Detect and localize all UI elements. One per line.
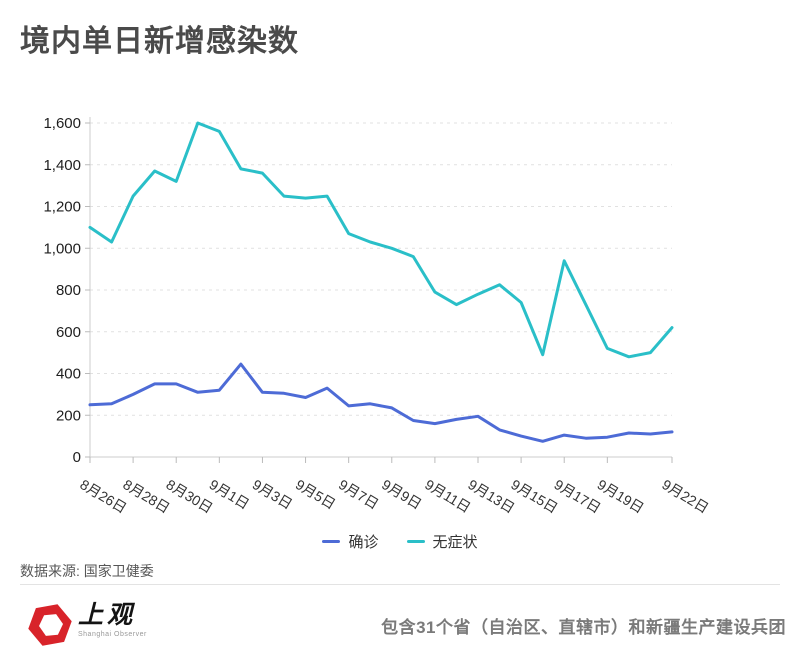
legend-item-confirmed[interactable]: 确诊	[322, 531, 379, 552]
footer-note: 包含31个省（自治区、直辖市）和新疆生产建设兵团	[381, 618, 786, 637]
x-tick-label: 8月26日	[77, 476, 129, 516]
x-tick-label: 9月9日	[379, 476, 425, 512]
line-chart: 02004006008001,0001,2001,4001,6008月26日8月…	[43, 115, 711, 516]
series-line-确诊	[88, 362, 674, 443]
x-tick-label: 9月11日	[422, 476, 473, 516]
x-tick-label: 9月13日	[465, 476, 517, 516]
legend-label-asymptomatic: 无症状	[432, 534, 478, 551]
x-tick-label: 8月30日	[163, 476, 215, 516]
divider	[20, 584, 780, 585]
data-source-label: 数据来源: 国家卫健委	[20, 563, 154, 579]
y-tick-label: 0	[73, 449, 81, 466]
legend: 确诊 无症状	[0, 531, 800, 552]
y-tick-label: 400	[56, 366, 81, 383]
y-tick-label: 200	[56, 407, 81, 424]
shanghai-observer-logo-icon	[28, 604, 72, 646]
x-tick-label: 9月1日	[207, 476, 253, 512]
brand-block: 上观 Shanghai Observer	[78, 601, 147, 638]
x-tick-label: 9月15日	[508, 476, 560, 516]
y-tick-label: 600	[56, 324, 81, 341]
x-tick-label: 8月28日	[120, 476, 172, 516]
legend-item-asymptomatic[interactable]: 无症状	[406, 531, 478, 552]
legend-marker-confirmed	[322, 540, 341, 543]
legend-marker-asymptomatic	[406, 540, 425, 543]
series-line-无症状	[88, 121, 674, 359]
x-tick-label: 9月3日	[250, 476, 296, 512]
x-tick-label: 9月22日	[659, 476, 711, 516]
y-tick-label: 1,000	[43, 240, 81, 257]
legend-label-confirmed: 确诊	[348, 534, 379, 551]
brand-subtitle: Shanghai Observer	[78, 630, 147, 638]
y-tick-label: 800	[56, 282, 81, 299]
chart-title: 境内单日新增感染数	[20, 25, 299, 58]
y-tick-label: 1,600	[43, 115, 81, 132]
y-tick-label: 1,400	[43, 157, 81, 174]
x-tick-label: 9月19日	[595, 476, 647, 516]
x-tick-label: 9月17日	[551, 476, 603, 516]
y-tick-label: 1,200	[43, 199, 81, 216]
x-tick-label: 9月5日	[293, 476, 339, 512]
x-tick-label: 9月7日	[336, 476, 382, 512]
brand-name: 上观	[78, 600, 137, 629]
